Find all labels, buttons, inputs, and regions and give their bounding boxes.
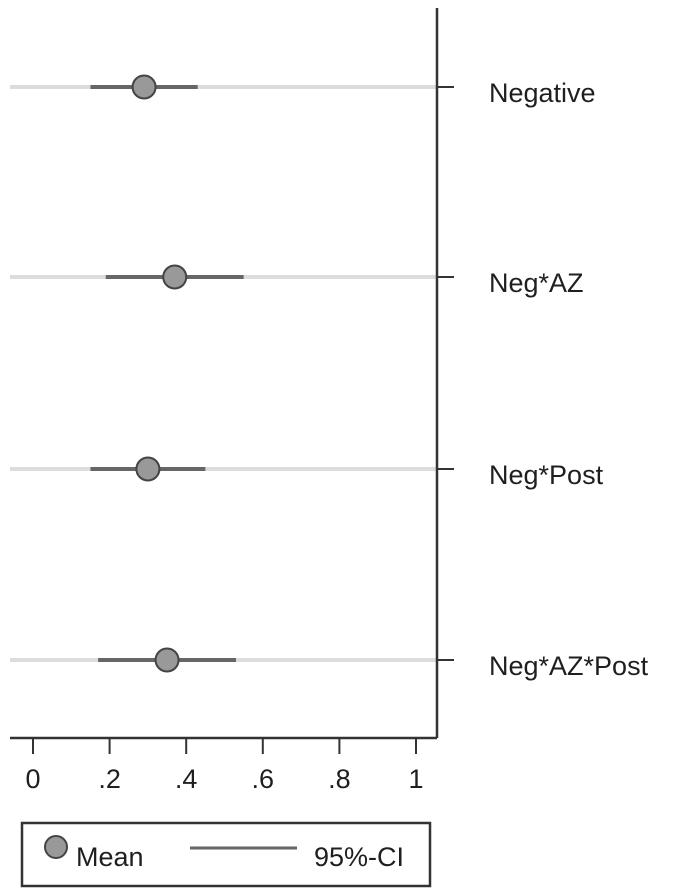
x-tick-label: .2	[98, 764, 121, 794]
x-tick-labels: 0 .2 .4 .6 .8 1	[25, 764, 423, 794]
legend-mean-marker	[44, 835, 68, 859]
mean-markers	[131, 74, 188, 673]
category-label: Neg*Post	[489, 460, 604, 490]
category-label: Negative	[489, 78, 596, 108]
mean-marker	[154, 647, 180, 673]
reference-lines	[10, 85, 437, 662]
mean-marker	[162, 264, 188, 290]
x-tick-label: .6	[252, 764, 275, 794]
category-label: Neg*AZ	[489, 268, 584, 298]
x-tick-label: 0	[25, 764, 40, 794]
mean-marker	[131, 74, 157, 100]
x-tick-label: 1	[408, 764, 423, 794]
x-tick-label: .8	[328, 764, 351, 794]
ci-lines	[90, 85, 244, 662]
legend: Mean 95%-CI	[20, 821, 432, 888]
legend-ci-label: 95%-CI	[314, 842, 404, 872]
legend-box	[20, 821, 432, 888]
mean-marker	[135, 456, 161, 482]
legend-mean-label: Mean	[76, 842, 144, 872]
category-label: Neg*AZ*Post	[489, 651, 649, 681]
category-labels: Negative Neg*AZ Neg*Post Neg*AZ*Post	[489, 78, 649, 681]
x-axis-ticks	[32, 738, 417, 754]
y-axis-ticks	[437, 86, 454, 661]
x-tick-label: .4	[175, 764, 198, 794]
